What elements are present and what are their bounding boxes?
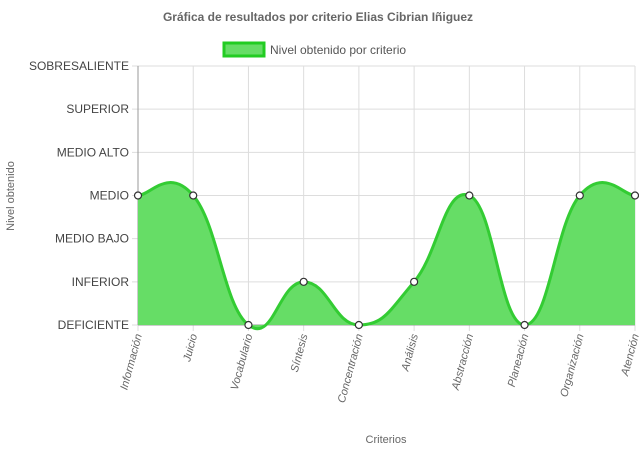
data-point[interactable] — [575, 191, 584, 200]
data-point[interactable] — [465, 191, 474, 200]
y-tick-label: SOBRESALIENTE — [29, 59, 129, 73]
data-point[interactable] — [299, 277, 308, 286]
x-tick-label: Información — [118, 333, 144, 392]
x-axis-ticks: Información Juicio Vocabulario Síntesis Conc… — [118, 332, 639, 404]
data-point[interactable] — [630, 191, 639, 200]
x-tick-label: Concentración — [336, 333, 366, 405]
data-point[interactable] — [244, 320, 253, 330]
data-points[interactable] — [133, 191, 639, 330]
data-point[interactable] — [133, 191, 143, 200]
x-tick-label: Síntesis — [289, 332, 311, 373]
x-tick-label: Juicio — [181, 333, 200, 364]
x-tick-label: Abstracción — [450, 333, 477, 393]
y-tick-label: MEDIO ALTO — [57, 145, 129, 159]
data-point[interactable] — [410, 277, 419, 286]
x-tick-label: Análisis — [399, 332, 421, 373]
x-axis-title: Criterios — [366, 434, 407, 446]
data-point[interactable] — [520, 320, 529, 330]
chart-title: Gráfica de resultados por criterio Elias… — [163, 10, 473, 24]
legend-label: Nivel obtenido por criterio — [270, 43, 406, 57]
y-tick-label: MEDIO — [90, 189, 129, 203]
x-tick-label: Organización — [558, 333, 586, 399]
series-area-fill — [138, 182, 635, 329]
data-point[interactable] — [354, 320, 363, 330]
y-tick-label: SUPERIOR — [66, 102, 129, 116]
y-axis-title: Nivel obtenido — [5, 161, 17, 231]
y-tick-label: DEFICIENTE — [58, 318, 129, 332]
data-point[interactable] — [189, 191, 198, 200]
x-tick-label: Atención — [619, 333, 639, 378]
x-tick-label: Planeación — [506, 333, 532, 389]
series-area — [137, 181, 636, 330]
x-tick-label: Vocabulario — [229, 333, 256, 392]
legend[interactable]: Nivel obtenido por criterio — [222, 41, 406, 58]
legend-swatch — [222, 41, 266, 58]
y-axis-ticks: DEFICIENTE INFERIOR MEDIO BAJO MEDIO MEDIO A… — [29, 59, 129, 332]
y-tick-label: MEDIO BAJO — [55, 232, 129, 246]
y-tick-label: INFERIOR — [72, 275, 130, 289]
series-line — [137, 181, 636, 330]
